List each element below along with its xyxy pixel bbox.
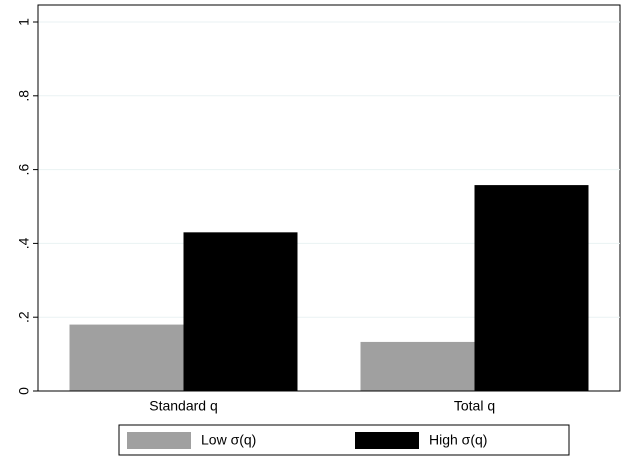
- y-tick-label: .2: [16, 311, 32, 323]
- bar: [69, 324, 184, 391]
- y-tick-label: 0: [16, 387, 32, 395]
- legend-box: [118, 424, 570, 456]
- legend-swatch: [355, 432, 419, 449]
- y-tick-label: .6: [16, 164, 32, 176]
- bar: [474, 185, 589, 391]
- x-tick-label: Standard q: [149, 398, 218, 414]
- y-tick-label: .8: [16, 90, 32, 102]
- x-tick-label: Total q: [454, 398, 495, 414]
- legend-swatch: [127, 432, 191, 449]
- y-tick-label: 1: [16, 18, 32, 26]
- legend-label: Low σ(q): [201, 432, 256, 448]
- bar: [183, 232, 298, 391]
- y-tick-label: .4: [16, 237, 32, 249]
- legend-label: High σ(q): [429, 432, 487, 448]
- bar: [360, 341, 475, 391]
